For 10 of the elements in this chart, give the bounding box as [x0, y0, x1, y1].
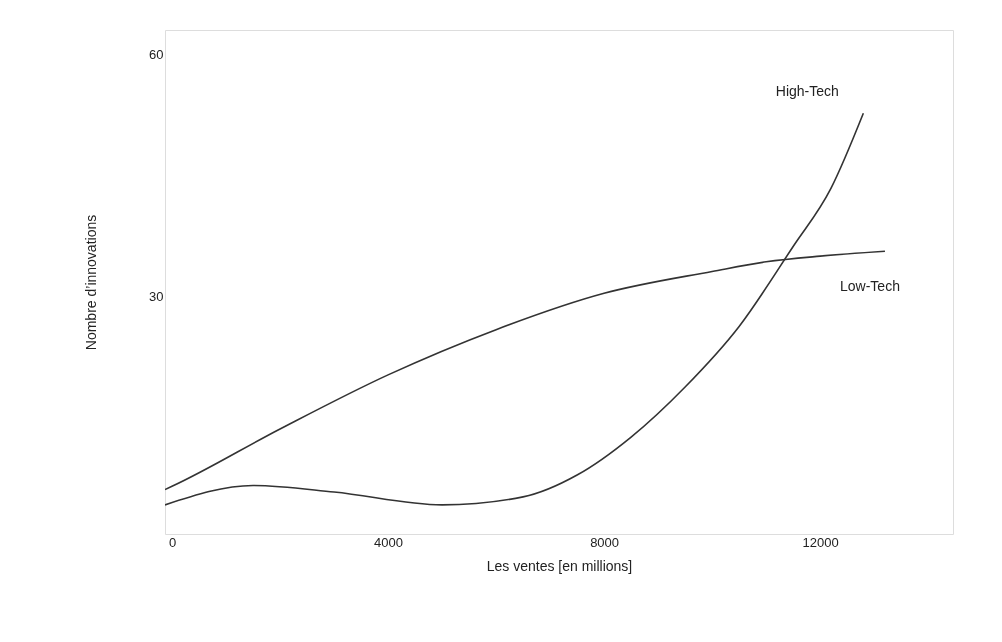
x-axis-title: Les ventes [en millions]: [486, 557, 633, 574]
x-tick-label: 4000: [374, 534, 404, 550]
x-tick-label: 8000: [590, 534, 620, 550]
x-tick-label: 0: [168, 534, 177, 550]
y-tick-label: 60: [149, 46, 164, 62]
series-label: Low-Tech: [839, 278, 900, 295]
x-tick-label: 12000: [802, 534, 839, 550]
text: High-Tech: [775, 83, 839, 100]
y-axis-title: Nombre d’innovations: [83, 214, 100, 351]
y-tick-label: 30: [149, 289, 164, 305]
